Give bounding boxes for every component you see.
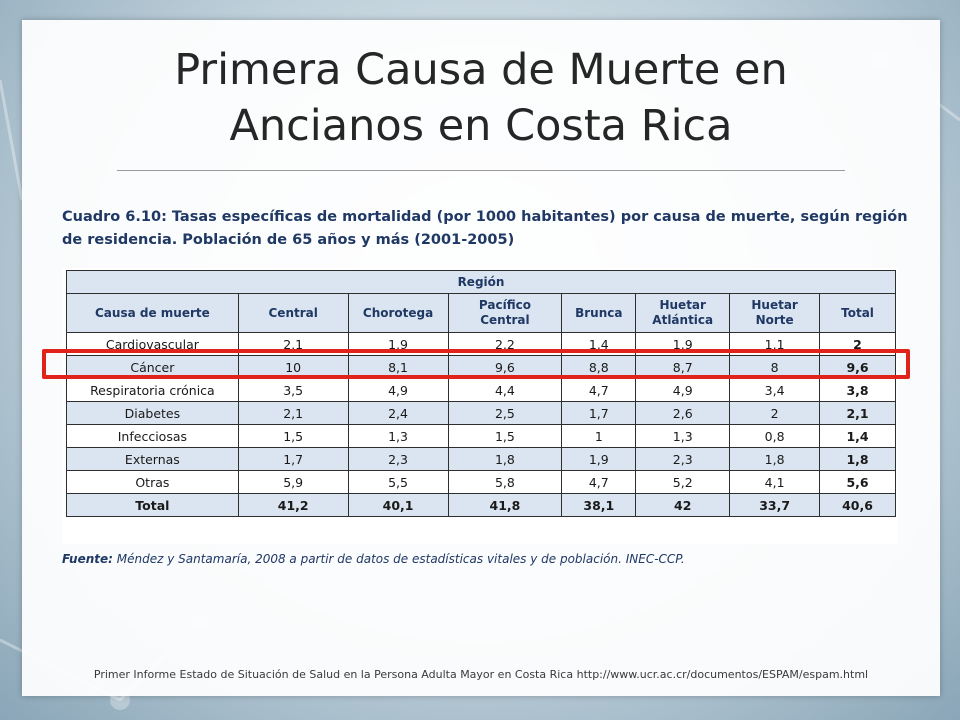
rate-cell: 2,1 — [819, 401, 896, 425]
rate-cell: 5,9 — [237, 470, 349, 494]
rate-cell: 1,8 — [447, 447, 563, 471]
slide-title: Primera Causa de Muerte en Ancianos en C… — [22, 42, 940, 154]
caption-line-1: Cuadro 6.10: Tasas específicas de mortal… — [62, 209, 908, 225]
column-header: Causa de muerte — [66, 293, 239, 333]
rate-cell: 1,7 — [237, 447, 349, 471]
rate-cell: 2,1 — [237, 401, 349, 425]
rate-cell: 1,3 — [635, 424, 731, 448]
rate-cell: 3,4 — [729, 378, 821, 402]
rate-cell: 4,7 — [561, 470, 637, 494]
table-row: Respiratoria crónica 3,5 4,9 4,4 4,7 4,9 3,4 3,… — [66, 378, 896, 402]
total-cell: 42 — [635, 493, 731, 517]
column-header: Pacífico Central — [447, 293, 563, 333]
total-row: Total 41,2 40,1 41,8 38,1 42 33,7 40,6 — [66, 493, 896, 517]
rate-cell: 4,1 — [729, 470, 821, 494]
caption-line-2: de residencia. Población de 65 años y má… — [62, 232, 515, 248]
total-cell: 41,8 — [447, 493, 563, 517]
total-cell: Total — [66, 493, 239, 517]
cause-cell: Diabetes — [66, 401, 239, 425]
rate-cell: 2,3 — [347, 447, 449, 471]
table-row: Externas 1,7 2,3 1,8 1,9 2,3 1,8 1,8 — [66, 447, 896, 471]
table-source: Fuente: Méndez y Santamaría, 2008 a part… — [62, 552, 912, 566]
cardiovascular-highlight-box — [42, 349, 910, 379]
rate-cell: 1,9 — [561, 447, 637, 471]
source-text: Méndez y Santamaría, 2008 a partir de da… — [112, 552, 685, 566]
table-row: Diabetes 2,1 2,4 2,5 1,7 2,6 2 2,1 — [66, 401, 896, 425]
slide: Primera Causa de Muerte en Ancianos en C… — [22, 20, 940, 696]
rate-cell: 9,6 — [447, 355, 563, 379]
rate-cell: 1,4 — [819, 424, 896, 448]
rate-cell: 1,3 — [347, 424, 449, 448]
rate-cell: 2,5 — [447, 401, 563, 425]
source-label: Fuente: — [62, 552, 113, 566]
rate-cell: 4,4 — [447, 378, 563, 402]
rate-cell: 2,6 — [635, 401, 731, 425]
cause-cell: Externas — [66, 447, 239, 471]
column-header: Huetar Atlántica — [635, 293, 731, 333]
rate-cell: 1,8 — [729, 447, 821, 471]
title-line-2: Ancianos en Costa Rica — [229, 101, 733, 151]
total-cell: 40,1 — [347, 493, 449, 517]
rate-cell: 4,9 — [347, 378, 449, 402]
rate-cell: 3,8 — [819, 378, 896, 402]
column-header-row: Causa de muerte Central Chorotega Pacífico … — [66, 293, 896, 333]
rate-cell: 3,5 — [237, 378, 349, 402]
column-header: Huetar Norte — [729, 293, 821, 333]
cause-cell: Infecciosas — [66, 424, 239, 448]
mortality-table: Región Causa de muerte Central Chorotega Pa… — [66, 270, 896, 517]
rate-cell: 4,7 — [561, 378, 637, 402]
rate-cell: 4,9 — [635, 378, 731, 402]
total-cell: 41,2 — [237, 493, 349, 517]
rate-cell: 5,6 — [819, 470, 896, 494]
rate-cell: 1,5 — [237, 424, 349, 448]
column-header: Central — [237, 293, 349, 333]
rate-cell: 2,3 — [635, 447, 731, 471]
cause-cell: Respiratoria crónica — [66, 378, 239, 402]
table-caption: Cuadro 6.10: Tasas específicas de mortal… — [62, 206, 908, 252]
total-cell: 33,7 — [729, 493, 821, 517]
rate-cell: 8 — [729, 355, 821, 379]
rate-cell: 0,8 — [729, 424, 821, 448]
rate-cell: 5,5 — [347, 470, 449, 494]
cause-cell: Otras — [66, 470, 239, 494]
total-cell: 40,6 — [819, 493, 896, 517]
total-cell: 38,1 — [561, 493, 637, 517]
table-row: Infecciosas 1,5 1,3 1,5 1 1,3 0,8 1,4 — [66, 424, 896, 448]
title-divider — [117, 170, 845, 171]
rate-cell: 2,4 — [347, 401, 449, 425]
title-line-1: Primera Causa de Muerte en — [174, 45, 788, 95]
slide-footer: Primer Informe Estado de Situación de Sa… — [93, 668, 869, 681]
rate-cell: 1,8 — [819, 447, 896, 471]
table-body: Cardiovascular 2,1 1,9 2,2 1,4 1,9 1,1 2 Cáncer 1… — [66, 332, 896, 517]
rate-cell: 1,5 — [447, 424, 563, 448]
column-header: Brunca — [561, 293, 637, 333]
column-header: Chorotega — [347, 293, 449, 333]
region-header: Región — [66, 270, 896, 294]
rate-cell: 1,7 — [561, 401, 637, 425]
table-row: Otras 5,9 5,5 5,8 4,7 5,2 4,1 5,6 — [66, 470, 896, 494]
rate-cell: 1 — [561, 424, 637, 448]
rate-cell: 5,8 — [447, 470, 563, 494]
column-header: Total — [819, 293, 896, 333]
rate-cell: 2 — [729, 401, 821, 425]
rate-cell: 5,2 — [635, 470, 731, 494]
